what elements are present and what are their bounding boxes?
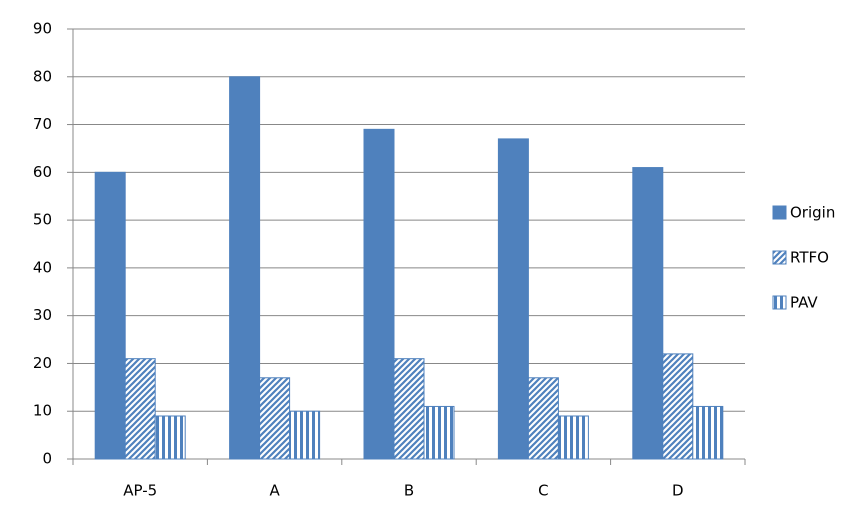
y-tick-label: 80: [33, 67, 52, 85]
bar: [94, 171, 126, 460]
legend-swatch: [772, 295, 787, 310]
bar: [632, 167, 664, 460]
bar: [154, 415, 186, 460]
y-tick-label: 60: [33, 163, 52, 181]
bar: [423, 405, 455, 460]
x-tick-label: B: [404, 482, 414, 500]
bar: [259, 377, 291, 460]
legend-swatch: [772, 250, 787, 265]
y-tick-label: 40: [33, 258, 52, 276]
x-tick-label: AP-5: [123, 482, 157, 500]
y-tick-label: 10: [33, 402, 52, 420]
bar: [229, 76, 261, 460]
y-tick-label: 20: [33, 354, 52, 372]
y-tick-label: 90: [33, 20, 52, 38]
bar: [124, 358, 156, 460]
bar: [662, 353, 694, 460]
y-tick-label: 30: [33, 306, 52, 324]
bar: [289, 410, 321, 460]
bar: [497, 138, 529, 460]
x-tick-label: A: [269, 482, 280, 500]
bar: [363, 128, 395, 460]
bar: [527, 377, 559, 460]
legend-label: Origin: [790, 204, 835, 222]
bar: [692, 405, 724, 460]
legend-swatch: [772, 205, 787, 220]
legend-label: RTFO: [790, 249, 829, 267]
y-tick-label: 50: [33, 211, 52, 229]
y-tick-label: 0: [42, 450, 52, 468]
y-tick-label: 70: [33, 115, 52, 133]
bar: [557, 415, 589, 460]
legend-label: PAV: [790, 294, 818, 312]
x-tick-label: C: [538, 482, 548, 500]
bar: [393, 358, 425, 460]
x-tick-label: D: [672, 482, 684, 500]
